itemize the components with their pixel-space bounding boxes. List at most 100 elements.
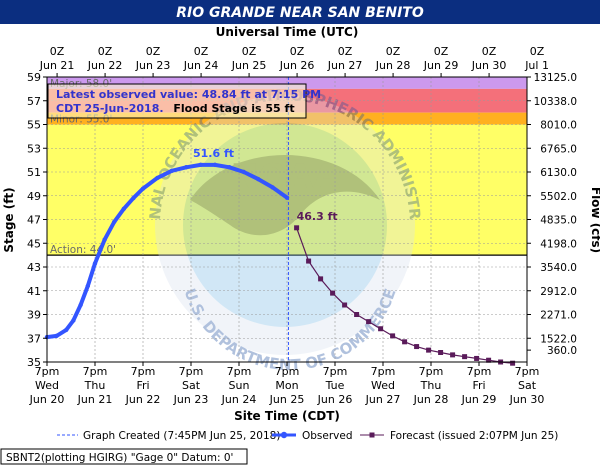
chart-title: RIO GRANDE NEAR SAN BENITO <box>176 5 424 21</box>
peak-annotation: 51.6 ft <box>193 147 234 160</box>
top-tick-label-1: 0Z <box>434 45 449 58</box>
top-tick-label-2: Jun 25 <box>231 59 267 72</box>
bottom-tick-label-1: 7pm <box>227 365 252 378</box>
bottom-tick-label-2: Wed <box>35 379 59 392</box>
bottom-tick-label-3: Jun 29 <box>461 393 497 406</box>
seal-outer-ring <box>155 95 415 355</box>
top-tick-label-1: 0Z <box>98 45 113 58</box>
forecast-point <box>462 354 468 360</box>
top-tick-label-2: Jun 21 <box>39 59 75 72</box>
observed-point <box>112 219 117 225</box>
flow-tick-label: 3540.0 <box>540 262 577 274</box>
observed-point <box>284 195 290 200</box>
top-tick-label-2: Jun 28 <box>375 59 411 72</box>
observed-point <box>227 165 232 170</box>
forecast-point <box>378 326 384 332</box>
bottom-tick-label-3: Jun 21 <box>77 393 113 406</box>
bottom-tick-label-1: 7pm <box>275 365 300 378</box>
svg-text:CDT 25-Jun-2018. Flood S: CDT 25-Jun-2018. Flood Stage is 55 ft <box>56 102 295 115</box>
top-tick-label-2: Jun 29 <box>423 59 459 72</box>
observed-point <box>169 168 174 174</box>
forecast-point <box>426 347 432 353</box>
y-tick-label: 49 <box>27 190 41 203</box>
bottom-tick-label-3: Jun 23 <box>173 393 209 406</box>
flow-tick-label: 6130.0 <box>540 167 577 179</box>
bottom-tick-label-3: Jun 22 <box>125 393 161 406</box>
observed-point <box>155 175 160 181</box>
flow-tick-label: 8010.0 <box>540 120 577 132</box>
annotations: 51.6 ft 46.3 ft <box>193 147 338 223</box>
forecast-point <box>318 276 324 282</box>
peak-annotation: 46.3 ft <box>297 210 338 223</box>
bottom-tick-label-2: Wed <box>371 379 395 392</box>
info-line-1: Latest observed value: 48.84 ft at 7:15 … <box>56 88 321 101</box>
legend-forecast-marker <box>369 432 375 438</box>
forecast-point <box>330 290 336 296</box>
observed-point <box>121 206 127 212</box>
title-bar <box>0 0 600 24</box>
legend-forecast-label: Forecast (issued 2:07PM Jun 25) <box>390 430 558 442</box>
bottom-tick-label-2: Thu <box>420 379 442 392</box>
y-tick-label: 53 <box>27 142 41 155</box>
legend-observed-label: Observed <box>302 430 353 442</box>
y-tick-label: 51 <box>27 166 41 179</box>
observed-point <box>270 185 275 190</box>
legend: Graph Created (7:45PM Jun 25, 2018) Obse… <box>57 430 558 442</box>
flow-tick-label: 2912.0 <box>540 286 577 298</box>
forecast-point <box>414 344 420 350</box>
y-tick-label: 35 <box>27 356 41 369</box>
top-tick-label-1: 0Z <box>242 45 257 58</box>
top-tick-label-1: 0Z <box>386 45 401 58</box>
info-line-2b: Flood Stage is 55 ft <box>173 102 294 115</box>
observed-point <box>184 165 189 170</box>
y-tick-label: 43 <box>27 261 41 274</box>
bottom-tick-label-1: 7pm <box>467 365 492 378</box>
top-tick-label-1: 0Z <box>50 45 65 58</box>
flow-tick-label: 10338.0 <box>534 96 577 108</box>
top-tick-label-1: 0Z <box>338 45 353 58</box>
info-line-2a: CDT 25-Jun-2018. <box>56 102 164 115</box>
forecast-point <box>402 339 408 345</box>
forecast-point <box>306 258 312 264</box>
forecast-point <box>474 355 480 361</box>
observed-point <box>256 176 261 182</box>
forecast-point <box>486 357 492 363</box>
bottom-tick-label-2: Sat <box>518 379 537 392</box>
top-tick-label-1: 0Z <box>482 45 497 58</box>
y-tick-label: 47 <box>27 214 41 227</box>
bottom-tick-label-1: 7pm <box>83 365 108 378</box>
observed-line <box>45 162 289 340</box>
top-tick-label-2: Jun 26 <box>279 59 315 72</box>
flow-tick-label: 4198.0 <box>540 238 577 250</box>
top-tick-label-2: Jun 30 <box>471 59 507 72</box>
bottom-tick-label-1: 7pm <box>419 365 444 378</box>
top-tick-label-2: Jul 1 <box>524 59 549 72</box>
top-tick-label-1: 0Z <box>530 45 545 58</box>
bottom-tick-label-3: Jun 27 <box>365 393 401 406</box>
top-tick-label-1: 0Z <box>146 45 161 58</box>
bottom-tick-label-2: Tue <box>325 379 345 392</box>
top-tick-label-1: 0Z <box>290 45 305 58</box>
bottom-tick-label-1: 7pm <box>131 365 156 378</box>
flow-tick-label: 1522.0 <box>540 333 577 345</box>
forecast-point <box>294 225 300 231</box>
bottom-tick-label-3: Jun 20 <box>29 393 65 406</box>
top-tick-label-2: Jun 23 <box>135 59 171 72</box>
top-axis-title: Universal Time (UTC) <box>216 25 359 39</box>
left-axis-title: Stage (ft) <box>2 187 16 252</box>
flow-tick-label: 360.0 <box>547 345 577 357</box>
right-axis-title: Flow (cfs) <box>589 187 600 253</box>
forecast-point <box>366 319 372 325</box>
y-tick-label: 59 <box>27 71 41 84</box>
seal-center-text: NOAA <box>230 157 340 197</box>
observed-point <box>63 327 69 333</box>
flood-label-action: Action: 44.0' <box>50 244 116 256</box>
forecast-point <box>510 360 516 366</box>
flow-tick-label: 2271.0 <box>540 310 577 322</box>
legend-observed-marker <box>280 431 288 439</box>
observed-point <box>140 186 146 191</box>
